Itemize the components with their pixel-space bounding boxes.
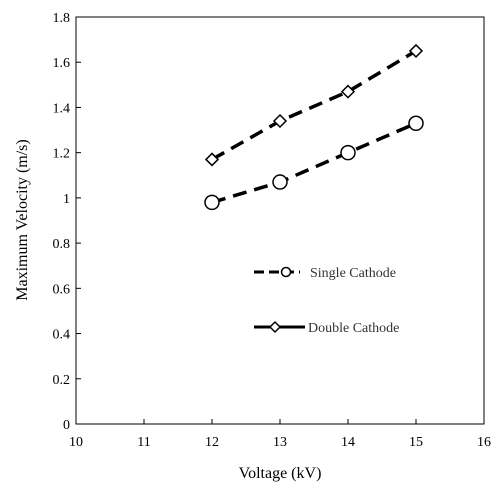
data-point-single-cathode-2: [340, 144, 356, 161]
legend-marker-circle-icon: [280, 266, 292, 278]
y-tick-label-4: 0.8: [53, 237, 71, 252]
y-tick-label-9: 1.8: [53, 11, 71, 26]
x-axis-ticks: 10 11 12 13 14 15 16: [69, 419, 491, 450]
x-tick-label-1: 11: [137, 435, 150, 450]
legend-item-single-cathode: Single Cathode: [254, 266, 396, 281]
legend-label-double-cathode: Double Cathode: [308, 321, 399, 336]
y-axis-title: Maximum Velocity (m/s): [14, 139, 31, 300]
x-tick-label-2: 12: [205, 435, 219, 450]
x-axis-title: Voltage (kV): [239, 465, 322, 482]
data-point-single-cathode-3: [408, 115, 424, 132]
data-point-double-cathode-1: [272, 113, 288, 129]
x-tick-label-3: 13: [273, 435, 287, 450]
x-tick-label-6: 16: [477, 435, 491, 450]
y-tick-label-6: 1.2: [53, 147, 71, 162]
data-point-single-cathode-0: [204, 194, 220, 211]
y-axis-ticks: 0 0.2 0.4 0.6 0.8 1 1.2 1.4 1.6 1.8: [53, 11, 81, 433]
series-layer: [204, 43, 424, 211]
y-tick-label-1: 0.2: [53, 373, 71, 388]
series-line-double-cathode: [211, 49, 417, 161]
legend-item-double-cathode: Double Cathode: [254, 320, 399, 336]
data-point-double-cathode-0: [204, 152, 220, 167]
data-point-double-cathode-3: [408, 43, 424, 58]
y-tick-label-7: 1.4: [53, 101, 71, 116]
plot-area: [75, 16, 485, 425]
series-line-single-cathode: [211, 121, 417, 205]
y-tick-label-5: 1: [63, 192, 70, 207]
legend: Single Cathode Double Cathode: [254, 266, 399, 336]
legend-marker-diamond-icon: [268, 320, 282, 334]
y-tick-label-0: 0: [63, 418, 70, 433]
y-tick-label-3: 0.6: [53, 282, 71, 297]
x-tick-label-5: 15: [409, 435, 423, 450]
data-point-double-cathode-2: [340, 84, 356, 99]
y-tick-label-2: 0.4: [53, 328, 71, 343]
legend-label-single-cathode: Single Cathode: [310, 266, 396, 281]
x-tick-label-0: 10: [69, 435, 83, 450]
x-tick-label-4: 14: [341, 435, 355, 450]
y-tick-label-8: 1.6: [53, 56, 71, 71]
data-point-single-cathode-1: [272, 174, 288, 190]
